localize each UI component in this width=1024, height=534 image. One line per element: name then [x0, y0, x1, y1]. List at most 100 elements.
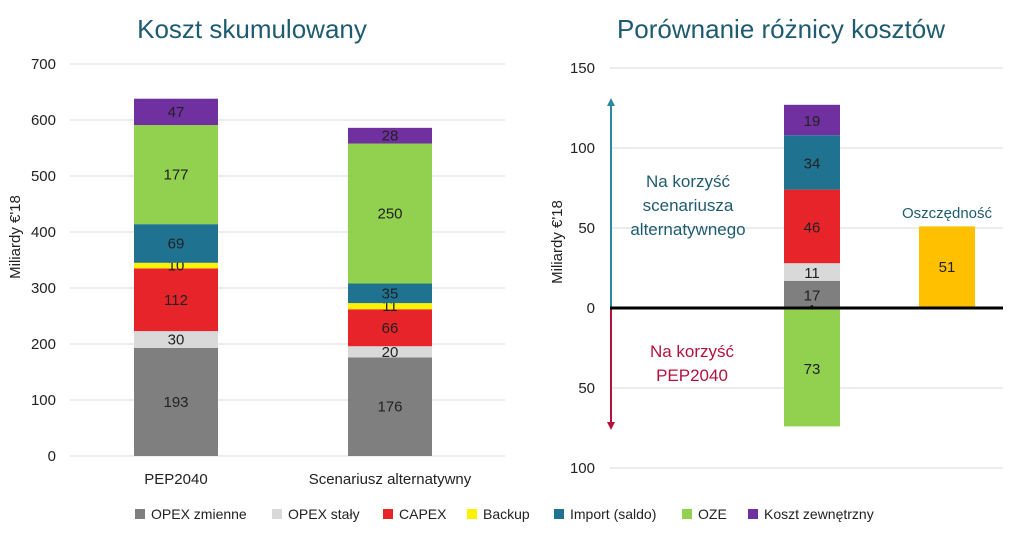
y-tick-label: 500: [31, 168, 56, 185]
savings-bar: [919, 226, 975, 308]
legend-swatch: [748, 509, 758, 519]
legend-item: OZE: [682, 506, 727, 522]
data-label: 112: [164, 292, 188, 309]
x-tick-label: Scenariusz alternatywny: [309, 471, 472, 488]
legend-item: Backup: [467, 506, 530, 522]
left-chart-title: Koszt skumulowany: [137, 14, 367, 44]
data-label: 19: [804, 113, 821, 130]
data-label: 47: [168, 104, 185, 121]
bar-segment: [784, 189, 840, 264]
data-label: 177: [163, 167, 188, 184]
bar-segment: [348, 127, 432, 144]
right-y-tick-labels: 100 50 0 50 100 150: [570, 60, 595, 477]
data-label: 176: [377, 399, 402, 416]
annotation-up-line: alternatywnego: [630, 220, 745, 239]
y-tick-label: 50: [578, 380, 595, 397]
annotation-down-line: PEP2040: [656, 366, 728, 385]
y-tick-label: 300: [31, 280, 56, 297]
bar-segment: [134, 262, 218, 269]
arrow-up-head: [607, 98, 615, 106]
bar-segment: [134, 268, 218, 332]
legend: OPEX zmienne OPEX stały CAPEX Backup Import …: [0, 498, 1024, 528]
legend-swatch: [135, 509, 145, 519]
y-tick-label: 400: [31, 224, 56, 241]
y-tick-label: 0: [587, 300, 595, 317]
legend-swatch: [467, 509, 477, 519]
left-x-tick-labels: PEP2040 Scenariusz alternatywny: [144, 471, 471, 488]
legend-swatch: [554, 509, 564, 519]
legend-item: Import (saldo): [554, 506, 656, 522]
y-tick-label: 200: [31, 336, 56, 353]
legend-label: OPEX stały: [288, 506, 360, 522]
data-label: 30: [168, 332, 185, 349]
bar-segment: [134, 224, 218, 263]
legend-swatch: [682, 509, 692, 519]
data-label: 20: [382, 344, 399, 361]
y-tick-label: 100: [31, 392, 56, 409]
savings-label: Oszczędność: [902, 205, 993, 222]
bar-segment: [134, 125, 218, 225]
left-chart: Koszt skumulowany 0 100 200 300 400 500 600 700…: [7, 14, 505, 488]
savings-value-label: 51: [939, 259, 956, 276]
legend-item: CAPEX: [383, 506, 446, 522]
legend-label: OPEX zmienne: [151, 506, 247, 522]
data-label: 250: [377, 206, 402, 223]
y-tick-label: 100: [570, 140, 595, 157]
y-tick-label: 100: [570, 460, 595, 477]
data-label: 35: [382, 285, 399, 302]
data-label: 46: [804, 219, 821, 236]
data-label: 66: [382, 320, 399, 337]
legend-label: Import (saldo): [570, 506, 657, 522]
legend-label: OZE: [698, 506, 727, 522]
bar-segment: [134, 98, 218, 126]
data-label: 17: [804, 287, 821, 304]
data-label: 28: [382, 128, 399, 145]
legend-swatch: [272, 509, 282, 519]
right-chart: Porównanie różnicy kosztów 100 50 0 50 100 15…: [549, 14, 1003, 477]
bar-segment: [348, 283, 432, 304]
legend-item: Koszt zewnętrzny: [748, 506, 874, 522]
bar-segment: [784, 104, 840, 136]
bar-segment: [134, 347, 218, 456]
bar-segment: [348, 303, 432, 310]
legend-item: OPEX stały: [272, 506, 360, 522]
bar-segment: [784, 309, 840, 427]
left-y-tick-labels: 0 100 200 300 400 500 600 700: [31, 56, 56, 465]
y-tick-label: 0: [48, 448, 56, 465]
bar-segment: [348, 143, 432, 284]
right-bars: 171146341917351: [784, 104, 975, 427]
annotation-down-line: Na korzyść: [650, 342, 735, 361]
data-label: 193: [163, 394, 188, 411]
data-label: 69: [168, 235, 185, 252]
right-y-axis-label: Miliardy €'18: [549, 200, 566, 284]
legend-label: Backup: [483, 506, 530, 522]
bar-segment: [348, 309, 432, 347]
y-tick-label: 600: [31, 112, 56, 129]
legend-swatch: [383, 509, 393, 519]
annotation-up-line: scenariusza: [643, 196, 734, 215]
legend-label: CAPEX: [399, 506, 447, 522]
bar-segment: [134, 331, 218, 348]
data-label: 34: [804, 155, 821, 172]
bar-segment: [348, 357, 432, 456]
y-tick-label: 50: [578, 220, 595, 237]
y-tick-label: 150: [570, 60, 595, 77]
bar-segment: [348, 346, 432, 358]
arrow-down-head: [607, 422, 615, 430]
bar-segment: [784, 135, 840, 190]
bar-segment: [784, 280, 840, 308]
data-label: 11: [804, 265, 820, 282]
y-tick-label: 700: [31, 56, 56, 73]
left-y-axis-label: Miliardy €'18: [7, 195, 24, 279]
data-label: 73: [804, 361, 821, 378]
x-tick-label: PEP2040: [144, 471, 207, 488]
annotation-up-line: Na korzyść: [646, 172, 731, 191]
advantage-annotations: Na korzyść scenariusza alternatywnego Na ko…: [630, 172, 745, 385]
advantage-arrows: [607, 98, 615, 430]
right-chart-title: Porównanie różnicy kosztów: [617, 14, 945, 44]
legend-label: Koszt zewnętrzny: [764, 506, 874, 522]
legend-item: OPEX zmienne: [135, 506, 247, 522]
bar-segment: [784, 263, 840, 281]
